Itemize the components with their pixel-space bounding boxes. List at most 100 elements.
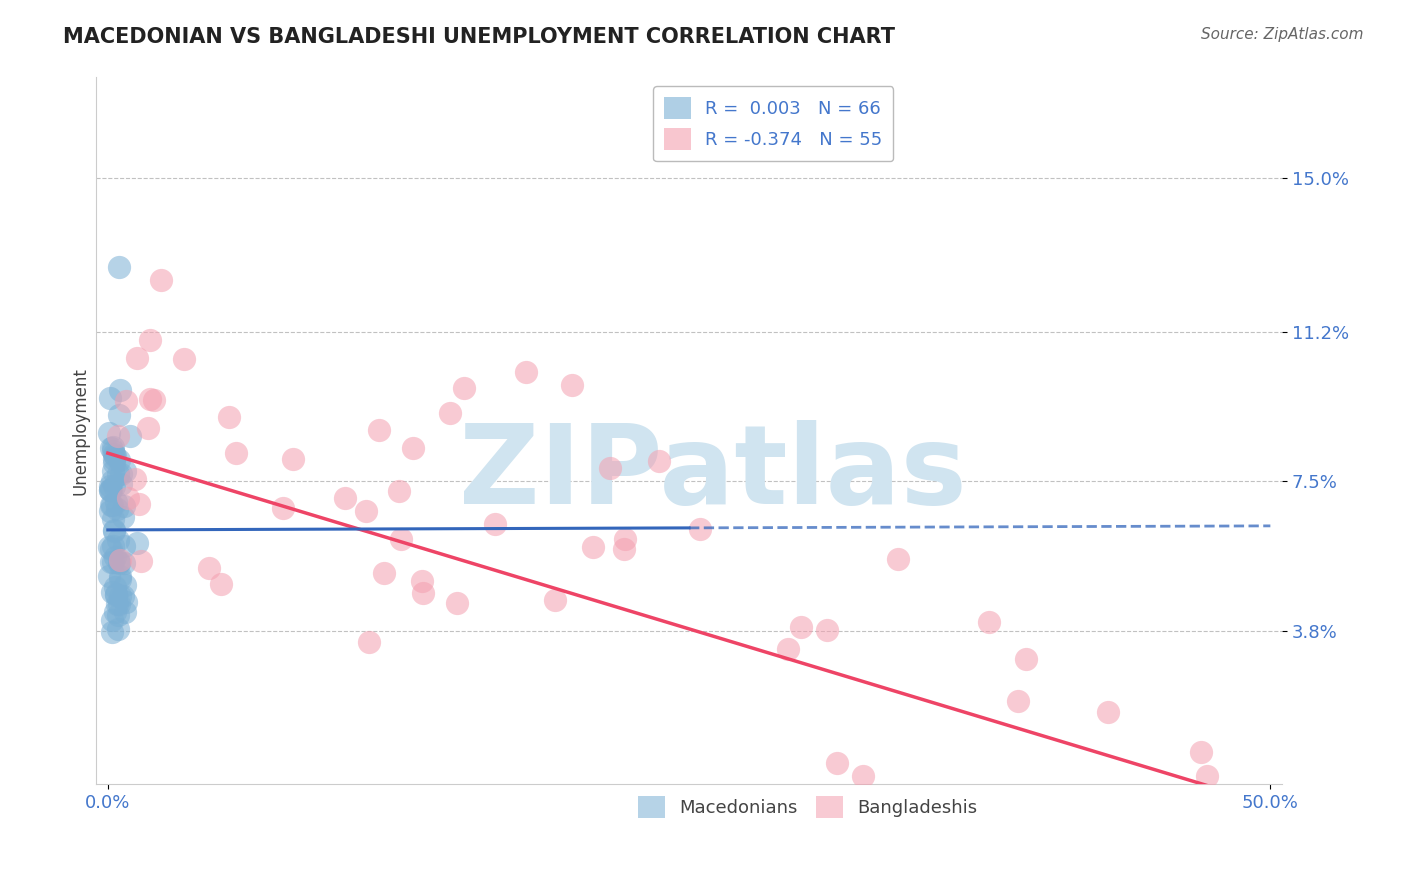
Point xyxy=(613,532,636,546)
Point xyxy=(138,333,160,347)
Point xyxy=(108,597,131,611)
Point xyxy=(544,593,567,607)
Point xyxy=(103,524,125,538)
Point xyxy=(115,595,138,609)
Point xyxy=(105,502,128,516)
Point xyxy=(107,607,129,622)
Point xyxy=(108,572,131,586)
Point xyxy=(107,533,129,547)
Point xyxy=(124,472,146,486)
Point xyxy=(150,273,173,287)
Point xyxy=(101,499,124,513)
Point xyxy=(103,452,125,467)
Point xyxy=(108,408,131,422)
Point xyxy=(100,555,122,569)
Point xyxy=(101,464,124,478)
Point xyxy=(103,456,125,470)
Point xyxy=(411,574,433,588)
Point xyxy=(101,625,124,640)
Point xyxy=(582,540,605,554)
Point xyxy=(104,605,127,619)
Point xyxy=(402,442,425,456)
Point xyxy=(100,499,122,513)
Point xyxy=(136,421,159,435)
Point xyxy=(104,494,127,508)
Point xyxy=(446,596,468,610)
Point xyxy=(101,613,124,627)
Text: Source: ZipAtlas.com: Source: ZipAtlas.com xyxy=(1201,27,1364,42)
Point xyxy=(776,642,799,657)
Point xyxy=(979,615,1001,629)
Point xyxy=(128,497,150,511)
Point xyxy=(104,449,127,463)
Point xyxy=(129,553,152,567)
Point xyxy=(107,429,129,443)
Point xyxy=(373,566,395,581)
Point xyxy=(101,512,124,526)
Point xyxy=(108,555,131,569)
Text: MACEDONIAN VS BANGLADESHI UNEMPLOYMENT CORRELATION CHART: MACEDONIAN VS BANGLADESHI UNEMPLOYMENT C… xyxy=(63,27,896,46)
Point xyxy=(110,383,132,397)
Point xyxy=(110,477,132,491)
Point xyxy=(105,588,128,602)
Point xyxy=(104,580,127,594)
Point xyxy=(103,523,125,537)
Point xyxy=(108,569,131,583)
Point xyxy=(101,475,124,489)
Point xyxy=(118,428,141,442)
Point xyxy=(271,501,294,516)
Point xyxy=(114,606,136,620)
Point xyxy=(111,590,134,604)
Point xyxy=(107,467,129,481)
Point xyxy=(101,585,124,599)
Point xyxy=(101,539,124,553)
Point xyxy=(107,622,129,636)
Point xyxy=(112,557,135,571)
Point xyxy=(115,393,138,408)
Point xyxy=(105,597,128,611)
Point xyxy=(104,550,127,565)
Point xyxy=(112,510,135,524)
Point xyxy=(887,552,910,566)
Point xyxy=(439,407,461,421)
Point xyxy=(209,577,232,591)
Point xyxy=(357,635,380,649)
Point xyxy=(100,441,122,455)
Point xyxy=(103,443,125,458)
Point xyxy=(110,467,132,482)
Point xyxy=(107,453,129,467)
Point xyxy=(108,553,131,567)
Point xyxy=(114,464,136,478)
Point xyxy=(484,517,506,532)
Point xyxy=(825,756,848,771)
Point xyxy=(98,569,121,583)
Point xyxy=(815,623,838,637)
Point xyxy=(1197,769,1219,783)
Point xyxy=(105,587,128,601)
Point xyxy=(98,479,121,493)
Point xyxy=(98,483,121,498)
Point xyxy=(142,392,165,407)
Legend: Macedonians, Bangladeshis: Macedonians, Bangladeshis xyxy=(631,789,984,825)
Point xyxy=(198,561,221,575)
Point xyxy=(852,769,875,783)
Point xyxy=(98,391,121,405)
Point xyxy=(367,423,389,437)
Point xyxy=(388,483,411,498)
Point xyxy=(333,491,356,505)
Point xyxy=(225,446,247,460)
Point xyxy=(103,440,125,454)
Text: ZIPatlas: ZIPatlas xyxy=(458,420,967,527)
Point xyxy=(790,619,813,633)
Point xyxy=(103,447,125,461)
Point xyxy=(125,536,148,550)
Point xyxy=(218,410,240,425)
Point xyxy=(599,461,621,475)
Point xyxy=(561,378,583,392)
Point xyxy=(125,351,148,365)
Point xyxy=(1007,694,1029,708)
Point xyxy=(98,540,121,554)
Point xyxy=(103,479,125,493)
Point xyxy=(98,503,121,517)
Point xyxy=(453,381,475,395)
